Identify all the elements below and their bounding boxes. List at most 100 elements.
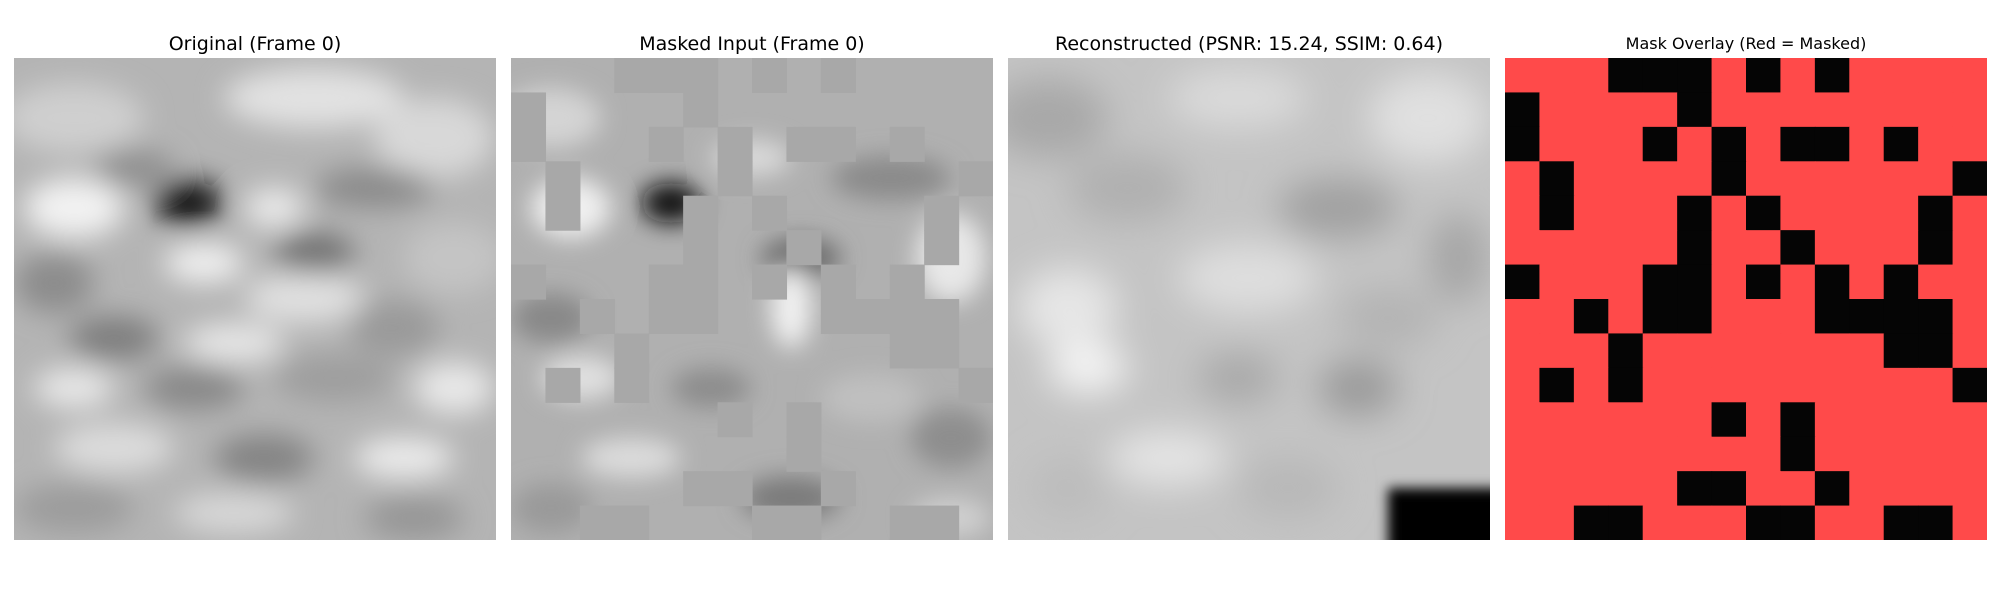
masked-patch	[958, 367, 993, 403]
masked-cell	[1814, 195, 1850, 231]
masked-cell	[1539, 126, 1575, 162]
masked-cell	[1952, 264, 1987, 300]
masked-cell	[1573, 333, 1609, 369]
visible-cell	[1746, 195, 1782, 231]
masked-patch	[648, 299, 684, 335]
masked-cell	[1505, 402, 1541, 438]
masked-cell	[1746, 126, 1782, 162]
visible-cell	[1814, 299, 1850, 335]
masked-cell	[1952, 333, 1987, 369]
masked-cell	[1814, 333, 1850, 369]
masked-cell	[1677, 436, 1713, 472]
masked-cell	[1573, 161, 1609, 197]
masked-cell	[1608, 161, 1644, 197]
visible-cell	[1918, 333, 1954, 369]
visible-cell	[1780, 402, 1816, 438]
masked-cell	[1918, 367, 1954, 403]
visible-cell	[1746, 505, 1782, 540]
masked-patch	[648, 58, 684, 94]
masked-patch	[717, 471, 753, 507]
masked-cell	[1814, 367, 1850, 403]
masked-patch	[648, 264, 684, 300]
masked-cell	[1642, 195, 1678, 231]
visible-cell	[1608, 333, 1644, 369]
visible-cell	[1711, 126, 1747, 162]
masked-patch	[786, 505, 822, 540]
masked-cell	[1780, 333, 1816, 369]
masked-input-image	[511, 58, 993, 540]
visible-cell	[1883, 126, 1919, 162]
masked-cell	[1642, 402, 1678, 438]
visible-cell	[1573, 505, 1609, 540]
masked-patch	[786, 230, 822, 266]
masked-cell	[1780, 92, 1816, 128]
masked-cell	[1849, 471, 1885, 507]
masked-cell	[1746, 367, 1782, 403]
masked-cell	[1918, 471, 1954, 507]
masked-cell	[1677, 333, 1713, 369]
masked-cell	[1746, 230, 1782, 266]
masked-cell	[1642, 230, 1678, 266]
masked-cell	[1780, 264, 1816, 300]
visible-cell	[1918, 195, 1954, 231]
visible-cell	[1505, 92, 1541, 128]
panel-title-masked-input: Masked Input (Frame 0)	[639, 33, 865, 55]
masked-cell	[1883, 230, 1919, 266]
masked-cell	[1746, 161, 1782, 197]
masked-cell	[1814, 402, 1850, 438]
masked-cell	[1814, 92, 1850, 128]
masked-cell	[1608, 299, 1644, 335]
masked-cell	[1608, 264, 1644, 300]
masked-cell	[1573, 126, 1609, 162]
masked-cell	[1608, 402, 1644, 438]
masked-cell	[1608, 126, 1644, 162]
masked-cell	[1952, 195, 1987, 231]
masked-patch	[683, 58, 719, 94]
masked-cell	[1849, 367, 1885, 403]
masked-cell	[1780, 195, 1816, 231]
masked-cell	[1814, 161, 1850, 197]
visible-cell	[1608, 505, 1644, 540]
masked-cell	[1952, 436, 1987, 472]
masked-cell	[1746, 333, 1782, 369]
visible-cell	[1677, 58, 1713, 94]
masked-patch	[924, 299, 960, 335]
masked-cell	[1918, 436, 1954, 472]
visible-cell	[1918, 299, 1954, 335]
masked-patch	[786, 436, 822, 472]
masked-cell	[1780, 161, 1816, 197]
panel-title-reconstructed: Reconstructed (PSNR: 15.24, SSIM: 0.64)	[1055, 33, 1443, 55]
masked-patch	[511, 264, 547, 300]
masked-patch	[820, 471, 856, 507]
masked-patch	[786, 402, 822, 438]
masked-patches	[511, 58, 993, 540]
masked-patch	[752, 264, 788, 300]
masked-patch	[579, 299, 615, 335]
visible-cell	[1918, 230, 1954, 266]
masked-cell	[1918, 92, 1954, 128]
masked-cell	[1849, 161, 1885, 197]
visible-cell	[1711, 161, 1747, 197]
masked-cell	[1539, 505, 1575, 540]
visible-cell	[1780, 230, 1816, 266]
masked-cell	[1711, 333, 1747, 369]
masked-patch	[752, 505, 788, 540]
masked-patch	[889, 333, 925, 369]
masked-cell	[1952, 230, 1987, 266]
original-frame-image	[14, 58, 496, 540]
masked-cell	[1780, 471, 1816, 507]
visible-cell	[1780, 126, 1816, 162]
masked-cell	[1746, 92, 1782, 128]
masked-cell	[1711, 505, 1747, 540]
masked-cell	[1918, 161, 1954, 197]
masked-patch	[958, 161, 993, 197]
masked-cell	[1539, 471, 1575, 507]
visible-cell	[1677, 230, 1713, 266]
masked-cell	[1849, 264, 1885, 300]
masked-patch	[717, 126, 753, 162]
masked-cell	[1608, 195, 1644, 231]
masked-cell	[1814, 505, 1850, 540]
masked-cell	[1573, 471, 1609, 507]
masked-cell	[1952, 471, 1987, 507]
masked-patch	[579, 505, 615, 540]
